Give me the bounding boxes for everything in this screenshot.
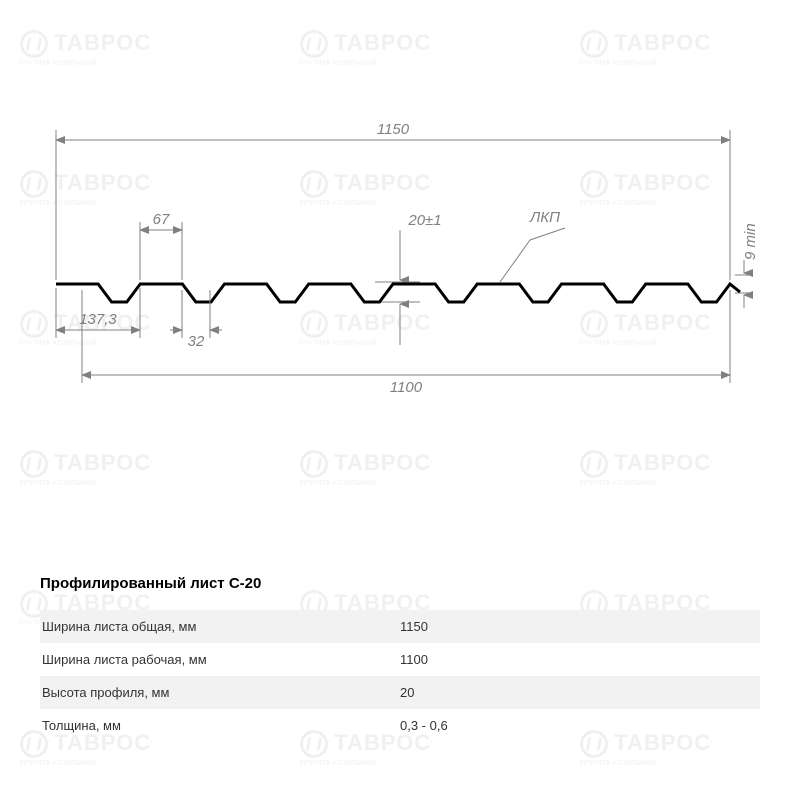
spec-label: Высота профиля, мм	[40, 685, 400, 700]
dim-total-width: 1150	[56, 121, 730, 280]
dim-wave-top: 67	[140, 211, 182, 280]
dim-edge: 9 min	[735, 223, 759, 308]
dim-height-label: 20±1	[407, 212, 441, 229]
spec-title: Профилированный лист С-20	[40, 575, 760, 592]
spec-value: 0,3 - 0,6	[400, 718, 748, 733]
spec-label: Толщина, мм	[40, 718, 400, 733]
dim-wave-bottom-label: 32	[188, 333, 205, 350]
spec-section: Профилированный лист С-20 Ширина листа о…	[40, 575, 760, 742]
dim-total-width-label: 1150	[377, 121, 410, 138]
dim-coating: ЛКП	[500, 209, 565, 282]
spec-row: Ширина листа общая, мм1150	[40, 610, 760, 643]
spec-value: 1150	[400, 619, 748, 634]
dim-working-width: 1100	[82, 290, 730, 396]
spec-row: Толщина, мм0,3 - 0,6	[40, 709, 760, 742]
spec-table: Ширина листа общая, мм1150Ширина листа р…	[40, 610, 760, 742]
spec-value: 20	[400, 685, 748, 700]
dim-coating-label: ЛКП	[529, 209, 560, 226]
dim-edge-label: 9 min	[742, 223, 759, 260]
spec-row: Ширина листа рабочая, мм1100	[40, 643, 760, 676]
sheet-profile	[56, 284, 740, 302]
dim-pitch-label: 137,3	[79, 311, 117, 328]
dim-wave-top-label: 67	[153, 211, 170, 228]
dim-pitch: 137,3	[56, 288, 140, 338]
dim-height: 20±1	[375, 212, 442, 345]
spec-label: Ширина листа рабочая, мм	[40, 652, 400, 667]
dim-working-width-label: 1100	[390, 379, 423, 396]
spec-value: 1100	[400, 652, 748, 667]
spec-row: Высота профиля, мм20	[40, 676, 760, 709]
profile-diagram: 1150 67 20±1 ЛКП 9 mi	[0, 0, 800, 520]
spec-label: Ширина листа общая, мм	[40, 619, 400, 634]
